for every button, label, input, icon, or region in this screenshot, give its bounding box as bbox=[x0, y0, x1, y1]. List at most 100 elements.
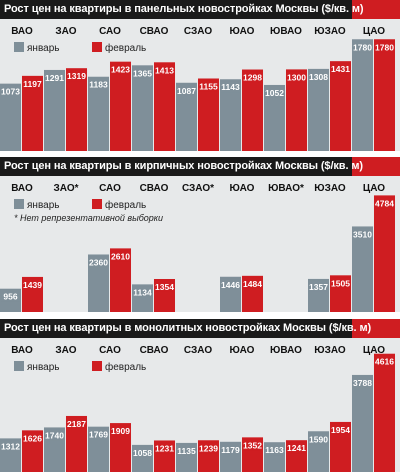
value-label-box bbox=[67, 417, 86, 429]
value-label: 1300 bbox=[287, 72, 306, 82]
category-label: САО bbox=[99, 26, 121, 37]
value-label-box bbox=[133, 67, 152, 79]
value-label-box bbox=[23, 77, 42, 89]
value-label: 1780 bbox=[375, 42, 394, 52]
bar-january bbox=[88, 76, 109, 151]
category-label: СЗАО* bbox=[182, 183, 214, 194]
value-label-box bbox=[133, 446, 152, 458]
value-label-box bbox=[45, 71, 64, 83]
value-label-box bbox=[89, 78, 108, 90]
category-label: ЮАО bbox=[230, 183, 255, 194]
value-label: 1197 bbox=[23, 79, 42, 89]
value-label: 1298 bbox=[243, 73, 262, 83]
title-band-dark bbox=[0, 0, 352, 19]
category-label: ВАО bbox=[11, 183, 33, 194]
value-label-box bbox=[331, 277, 350, 289]
category-label: ЮВАО* bbox=[268, 183, 304, 194]
category-label: ЦАО bbox=[363, 26, 385, 37]
value-label: 1231 bbox=[155, 443, 174, 453]
value-label: 1423 bbox=[111, 65, 130, 75]
value-label: 1319 bbox=[67, 71, 86, 81]
value-label-box bbox=[331, 423, 350, 435]
legend-february-label: февраль bbox=[105, 362, 147, 373]
chart-title: Рост цен на квартиры в монолитных новост… bbox=[4, 322, 372, 334]
value-label: 1058 bbox=[133, 448, 152, 458]
value-label: 1439 bbox=[23, 280, 42, 290]
category-label: СЗАО bbox=[184, 26, 212, 37]
value-label: 1909 bbox=[111, 426, 130, 436]
value-label: 1155 bbox=[199, 81, 218, 91]
value-label: 1954 bbox=[331, 425, 350, 435]
bar-february bbox=[154, 62, 175, 151]
bar-february bbox=[374, 353, 395, 472]
value-label-box bbox=[1, 290, 20, 302]
category-label: СВАО bbox=[140, 26, 169, 37]
bar-january bbox=[44, 69, 65, 151]
value-label: 1179 bbox=[221, 445, 240, 455]
category-label: ЗАО bbox=[55, 26, 76, 37]
value-label: 1308 bbox=[309, 72, 328, 82]
value-label: 1505 bbox=[331, 278, 350, 288]
value-label-box bbox=[287, 71, 306, 83]
chart-note: * Нет репрезентативной выборки bbox=[14, 213, 164, 223]
value-label-box bbox=[353, 228, 372, 240]
value-label: 1413 bbox=[155, 65, 174, 75]
category-label: ЮЗАО bbox=[314, 183, 346, 194]
chart-title: Рост цен на квартиры в кирпичных новостр… bbox=[4, 160, 363, 172]
value-label-box bbox=[177, 444, 196, 456]
category-label: ЮВАО bbox=[270, 345, 302, 356]
value-label-box bbox=[1, 85, 20, 97]
legend-february: февраль bbox=[92, 199, 146, 211]
value-label: 1769 bbox=[89, 430, 108, 440]
value-label-box bbox=[45, 429, 64, 441]
category-label: ЦАО bbox=[363, 345, 385, 356]
legend-january-label: январь bbox=[27, 362, 60, 373]
bar-january bbox=[88, 254, 109, 312]
legend-february-swatch bbox=[92, 42, 102, 52]
value-label: 1354 bbox=[155, 282, 174, 292]
value-label: 1135 bbox=[177, 446, 196, 456]
value-label-box bbox=[199, 80, 218, 92]
bar-february bbox=[374, 39, 395, 151]
legend-january: январь bbox=[14, 199, 59, 211]
value-label-box bbox=[287, 442, 306, 454]
chart-panel-monolith: Рост цен на квартиры в монолитных новост… bbox=[0, 319, 400, 472]
legend-january: январь bbox=[14, 361, 59, 373]
value-label-box bbox=[155, 280, 174, 292]
category-label: ВАО bbox=[11, 26, 33, 37]
legend-february: февраль bbox=[92, 361, 146, 373]
category-label: ЗАО bbox=[55, 345, 76, 356]
value-label: 1087 bbox=[177, 86, 196, 96]
bar-january bbox=[132, 65, 153, 151]
legend-january-label: январь bbox=[27, 200, 60, 211]
value-label-box bbox=[221, 81, 240, 93]
value-label: 4784 bbox=[375, 198, 394, 208]
value-label-box bbox=[331, 63, 350, 75]
category-label: СВАО bbox=[140, 345, 169, 356]
value-label-box bbox=[155, 64, 174, 76]
value-label: 1740 bbox=[45, 430, 64, 440]
value-label-box bbox=[89, 256, 108, 268]
value-label-box bbox=[111, 425, 130, 437]
category-label: ЮАО bbox=[230, 26, 255, 37]
legend-february-label: февраль bbox=[105, 43, 147, 54]
value-label-box bbox=[199, 442, 218, 454]
title-band-dark bbox=[0, 157, 352, 176]
bar-february bbox=[198, 78, 219, 151]
value-label: 1291 bbox=[45, 73, 64, 83]
legend-january: январь bbox=[14, 42, 59, 54]
value-label: 1134 bbox=[133, 287, 152, 297]
bar-january bbox=[352, 374, 373, 472]
value-label-box bbox=[177, 84, 196, 96]
value-label: 1239 bbox=[199, 443, 218, 453]
value-label-box bbox=[243, 277, 262, 289]
value-label: 1484 bbox=[243, 279, 262, 289]
legend-february-swatch bbox=[92, 361, 102, 371]
value-label-box bbox=[353, 376, 372, 388]
legend-january-swatch bbox=[14, 42, 24, 52]
value-label: 3788 bbox=[353, 378, 372, 388]
value-label: 956 bbox=[3, 292, 17, 302]
category-label: ЮЗАО bbox=[314, 345, 346, 356]
value-label-box bbox=[133, 286, 152, 298]
